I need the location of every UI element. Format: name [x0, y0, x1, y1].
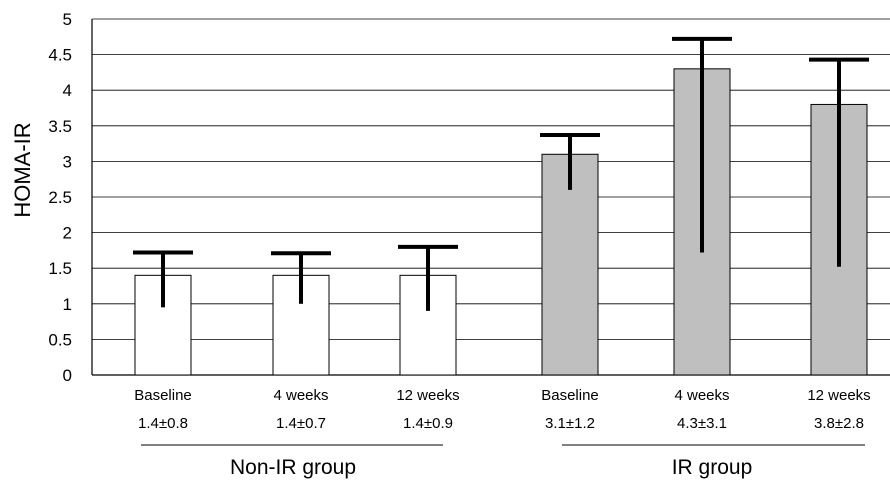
- y-tick-label: 4: [63, 81, 72, 100]
- category-label: Baseline: [134, 387, 192, 404]
- stat-labels: 1.4±0.8 1.4±0.7 1.4±0.9 3.1±1.2 4.3±3.1 3.8±2…: [138, 415, 864, 432]
- category-label: 4 weeks: [273, 387, 328, 404]
- category-label: 12 weeks: [396, 387, 459, 404]
- y-tick-label: 0.5: [48, 330, 72, 349]
- y-tick-label: 4.5: [48, 46, 72, 65]
- y-axis-label: HOMA-IR: [10, 122, 35, 217]
- y-tick-label: 3.5: [48, 117, 72, 136]
- bars: [134, 68, 868, 376]
- stat-label: 3.1±1.2: [545, 415, 595, 432]
- y-tick-labels: 0 0.5 1 1.5 2 2.5 3 3.5 4 4.5 5: [48, 10, 72, 385]
- stat-label: 1.4±0.9: [403, 415, 453, 432]
- y-tick-label: 2.5: [48, 188, 72, 207]
- y-tick-label: 1.5: [48, 259, 72, 278]
- category-label: 12 weeks: [807, 387, 870, 404]
- stat-label: 4.3±3.1: [677, 415, 727, 432]
- y-tick-label: 5: [63, 10, 72, 29]
- y-tick-label: 2: [63, 224, 72, 243]
- stat-label: 1.4±0.7: [276, 415, 326, 432]
- error-bars: [133, 36, 869, 311]
- stat-label: 1.4±0.8: [138, 415, 188, 432]
- y-tick-label: 1: [63, 295, 72, 314]
- gridlines: [92, 18, 890, 340]
- y-tick-label: 0: [63, 366, 72, 385]
- y-tick-label: 3: [63, 152, 72, 171]
- category-labels: Baseline 4 weeks 12 weeks Baseline 4 weeks 12…: [134, 387, 870, 404]
- category-label: 4 weeks: [674, 387, 729, 404]
- category-label: Baseline: [541, 387, 599, 404]
- non-ir-group-label: Non-IR group: [230, 456, 356, 479]
- ir-group-label: IR group: [672, 456, 753, 479]
- stat-label: 3.8±2.8: [814, 415, 864, 432]
